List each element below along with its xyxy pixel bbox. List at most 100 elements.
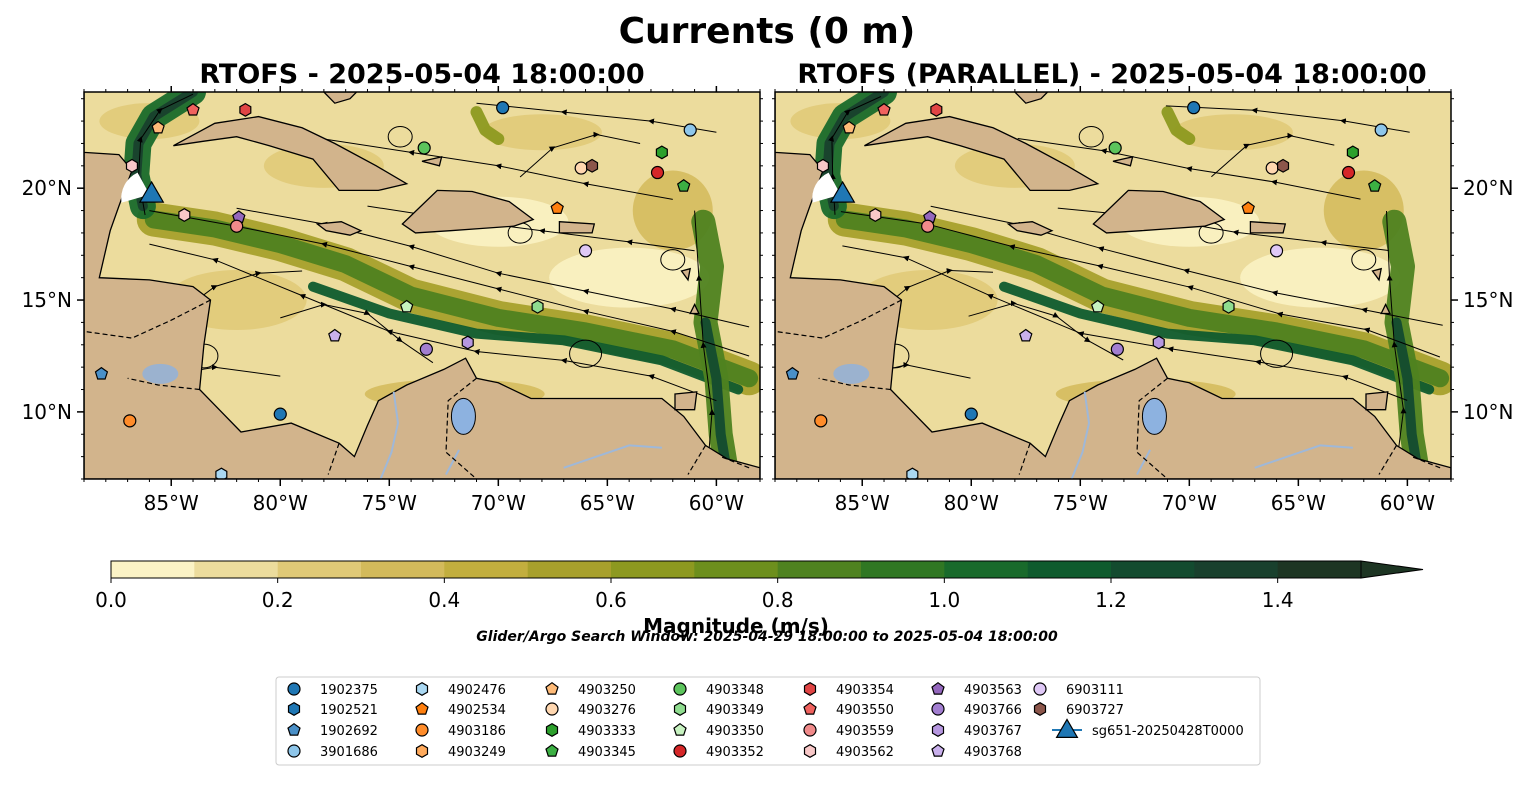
panel-title-rtofs-parallel: RTOFS (PARALLEL) - 2025-05-04 18:00:00	[797, 59, 1426, 90]
eddy-streamline	[569, 339, 603, 368]
x-tick-label: 60°W	[689, 491, 744, 515]
float-marker-6903727	[1276, 158, 1290, 173]
float-marker-4903767	[461, 335, 474, 350]
legend-marker-6903111	[1033, 682, 1047, 696]
legend-marker-4903559	[803, 723, 817, 737]
legend-marker-4903276	[545, 702, 559, 716]
landmass	[1112, 156, 1134, 167]
landmass	[674, 391, 698, 411]
colorbar-bin	[444, 561, 529, 578]
colorbar: 0.0 0.2 0.4 0.6 0.8 1.0 1.2 1.4	[95, 560, 1424, 612]
x-tick-label: 60°W	[1380, 491, 1435, 515]
streamline	[842, 245, 1408, 401]
x-tick-label: 75°W	[1053, 491, 1108, 515]
float-marker-4903559	[230, 219, 244, 233]
legend-label: 4903333	[578, 724, 636, 739]
eddy-streamline	[660, 249, 686, 271]
float-marker-4903348	[417, 141, 431, 155]
float-marker-4903276	[574, 161, 588, 175]
colorbar-tick-label: 1.0	[928, 588, 960, 612]
landmass	[1380, 303, 1391, 315]
panel-title-rtofs: RTOFS - 2025-05-04 18:00:00	[199, 59, 644, 90]
streamline	[476, 102, 717, 133]
landmass	[322, 92, 358, 104]
legend-marker-4903767	[931, 723, 945, 737]
float-marker-3901686	[683, 123, 697, 137]
x-tick-label: 80°W	[253, 491, 308, 515]
legend-marker-4903550	[803, 701, 817, 715]
float-marker-4903562	[178, 208, 191, 222]
landmass	[775, 92, 1451, 479]
colorbar-bin	[1277, 561, 1362, 578]
float-marker-4903348	[1108, 141, 1122, 155]
colorbar-tick-label: 0.4	[428, 588, 460, 612]
current-band	[470, 106, 505, 145]
legend-frame	[275, 676, 1261, 766]
lake-nicaragua	[833, 363, 870, 384]
legend-label: 6903111	[1066, 683, 1124, 698]
country-border	[720, 456, 750, 469]
float-marker-4903352	[650, 165, 665, 180]
landmass	[1365, 391, 1389, 411]
streamline	[968, 300, 1124, 361]
legend-label: 4903186	[448, 724, 506, 739]
float-marker-4903345	[1367, 178, 1382, 192]
current-band	[1161, 106, 1196, 145]
colorbar-tick-label: 1.4	[1262, 588, 1294, 612]
country-border	[687, 445, 707, 475]
float-marker-1902375	[964, 407, 978, 421]
float-marker-4902476	[215, 467, 228, 479]
y-tick-label: 10°N	[22, 400, 72, 424]
float-marker-4903333	[1346, 145, 1359, 160]
legend-marker-4903562	[803, 744, 817, 758]
legend-label: 4903354	[836, 683, 894, 698]
country-border	[84, 299, 211, 339]
float-marker-4903559	[921, 219, 935, 233]
colorbar-label: Magnitude (m/s)	[643, 614, 829, 638]
float-marker-4902534	[550, 201, 564, 214]
legend-label: 4903249	[448, 745, 506, 760]
colorbar-bin	[1027, 561, 1112, 578]
float-marker-6903111	[1269, 244, 1284, 258]
glider-marker	[138, 180, 165, 203]
landmass	[315, 221, 363, 236]
country-border	[1378, 445, 1398, 475]
landmass	[421, 156, 443, 167]
colorbar-bin	[527, 561, 612, 578]
float-marker-4903562	[869, 208, 882, 222]
float-marker-4903354	[239, 102, 252, 117]
float-marker-6903111	[578, 244, 593, 258]
x-tick-label: 75°W	[362, 491, 417, 515]
streamline	[323, 138, 673, 200]
legend-label: 4903768	[964, 745, 1022, 760]
country-border	[1136, 377, 1168, 479]
float-marker-1902692	[785, 366, 800, 380]
eddy-streamline	[1260, 339, 1294, 368]
legend-marker-4903766	[931, 702, 945, 716]
country-border	[1411, 456, 1441, 469]
river	[379, 391, 400, 479]
float-marker-4903354	[930, 102, 943, 117]
colorbar-bin	[111, 561, 195, 578]
legend-marker-1902521	[287, 702, 301, 716]
landmass	[1013, 92, 1049, 104]
float-marker-4903562	[816, 158, 830, 173]
lake-maracaibo	[1141, 397, 1167, 435]
float-marker-4903766	[1110, 342, 1124, 356]
legend-label: 4903562	[836, 745, 894, 760]
x-tick-label: 80°W	[944, 491, 999, 515]
river	[1136, 449, 1151, 475]
legend-marker-4903563	[931, 681, 945, 695]
float-marker-4903562	[125, 158, 138, 173]
legend-marker-4903333	[545, 723, 559, 737]
y-tick-label: 10°N	[1463, 400, 1513, 424]
streamline	[1017, 138, 1361, 200]
legend-label: 4903349	[706, 703, 764, 718]
legend-marker-4903349	[673, 702, 687, 716]
float-marker-4903352	[1341, 165, 1356, 180]
landmass	[173, 115, 409, 192]
landmass	[680, 267, 692, 282]
landmass	[1249, 221, 1287, 234]
x-tick-label: 85°W	[835, 491, 890, 515]
legend-label: 4902476	[448, 683, 506, 698]
